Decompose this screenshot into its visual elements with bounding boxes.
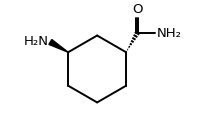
Text: O: O — [132, 3, 142, 16]
Text: NH₂: NH₂ — [157, 27, 182, 40]
Text: H₂N: H₂N — [24, 36, 49, 49]
Polygon shape — [49, 40, 68, 52]
